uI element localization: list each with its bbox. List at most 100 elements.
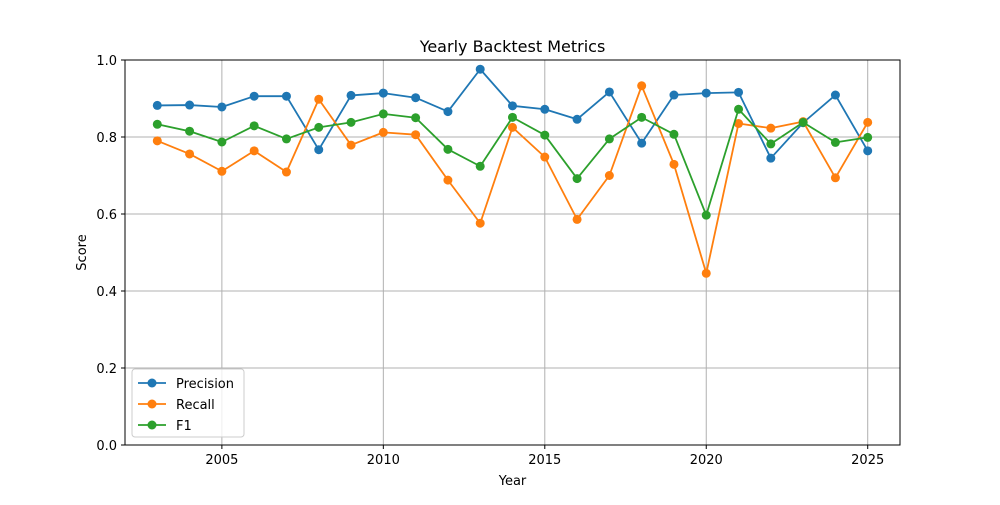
- legend-box: [131, 368, 245, 438]
- recall-point: [669, 159, 679, 169]
- f1-point: [637, 112, 647, 122]
- precision-point: [830, 90, 840, 100]
- precision-point: [508, 101, 517, 111]
- precision-point: [701, 88, 711, 98]
- f1-point: [346, 117, 356, 127]
- f1-point: [734, 104, 744, 114]
- f1-point: [863, 132, 873, 142]
- f1-point: [572, 174, 582, 184]
- series-f1: [152, 104, 873, 220]
- f1-point: [508, 112, 517, 122]
- recall-point: [475, 218, 485, 228]
- f1-point: [281, 134, 291, 144]
- x-tick-label: 2005: [205, 453, 238, 468]
- legend: Precision Recall F1: [131, 368, 245, 438]
- precision-point: [443, 107, 453, 117]
- precision-point: [637, 138, 647, 148]
- recall-point: [346, 140, 356, 150]
- f1-point: [766, 139, 776, 149]
- recall-point: [378, 127, 388, 137]
- legend-swatch-marker: [147, 420, 157, 430]
- legend-label: F1: [176, 419, 192, 434]
- precision-point: [604, 87, 614, 97]
- y-tick-label: 1.0: [96, 54, 117, 69]
- recall-point: [637, 81, 647, 91]
- precision-point: [152, 100, 162, 110]
- f1-point: [217, 137, 227, 147]
- recall-point: [508, 122, 517, 132]
- recall-point: [281, 167, 291, 177]
- precision-point: [734, 87, 744, 97]
- x-axis-label: Year: [498, 474, 527, 489]
- f1-point: [701, 210, 711, 220]
- precision-point: [863, 146, 873, 156]
- recall-point: [604, 171, 614, 180]
- legend-item-f1: F1: [138, 419, 192, 434]
- f1-point: [314, 122, 324, 132]
- f1-point: [185, 126, 195, 136]
- series-recall: [152, 81, 873, 278]
- y-tick-label: 0.4: [96, 285, 117, 300]
- precision-point: [314, 145, 324, 155]
- recall-point: [540, 152, 550, 162]
- f1-point: [152, 119, 162, 129]
- legend-item-precision: Precision: [138, 377, 234, 392]
- recall-point: [249, 146, 259, 156]
- precision-point: [475, 64, 485, 74]
- precision-point: [217, 102, 227, 112]
- precision-point: [185, 100, 195, 110]
- series-layer: [152, 64, 873, 278]
- f1-point: [411, 113, 421, 123]
- f1-point: [378, 109, 388, 119]
- recall-point: [572, 214, 582, 224]
- y-axis-label: Score: [75, 234, 90, 270]
- f1-point: [604, 134, 614, 144]
- recall-point: [766, 123, 776, 133]
- precision-point: [766, 153, 776, 163]
- legend-swatch-marker: [147, 378, 157, 388]
- precision-point: [249, 91, 259, 101]
- f1-point: [249, 121, 259, 131]
- recall-point: [443, 175, 453, 185]
- f1-point: [669, 129, 679, 139]
- f1-point: [475, 161, 485, 171]
- x-tick-label: 2015: [528, 453, 561, 468]
- recall-point: [863, 117, 873, 127]
- y-tick-label: 0.6: [96, 208, 117, 223]
- series-precision: [152, 64, 873, 163]
- recall-point: [830, 173, 840, 183]
- legend-item-recall: Recall: [138, 398, 215, 413]
- y-axis: 0.0 0.2 0.4 0.6 0.8 1.0: [96, 54, 125, 454]
- y-tick-label: 0.0: [96, 439, 117, 454]
- recall-point: [411, 130, 421, 140]
- f1-point: [830, 137, 840, 147]
- precision-point: [346, 90, 356, 100]
- x-axis: 2005 2010 2015 2020 2025: [205, 445, 884, 468]
- recall-point: [734, 119, 744, 129]
- f1-point: [540, 130, 550, 140]
- precision-point: [572, 114, 582, 124]
- y-tick-label: 0.8: [96, 131, 117, 146]
- chart-title: Yearly Backtest Metrics: [419, 37, 606, 56]
- precision-point: [540, 104, 550, 114]
- x-tick-label: 2020: [690, 453, 723, 468]
- precision-point: [378, 88, 388, 98]
- recall-point: [314, 94, 324, 104]
- recall-point: [152, 136, 162, 146]
- x-tick-label: 2025: [851, 453, 884, 468]
- recall-point: [701, 268, 711, 278]
- legend-label: Recall: [176, 398, 215, 413]
- f1-point: [443, 144, 453, 154]
- precision-point: [411, 93, 421, 103]
- precision-point: [281, 91, 291, 101]
- f1-point: [798, 117, 808, 127]
- x-tick-label: 2010: [367, 453, 400, 468]
- precision-point: [669, 90, 679, 100]
- y-tick-label: 0.2: [96, 362, 117, 377]
- recall-point: [217, 166, 227, 176]
- plot-frame: [124, 59, 901, 446]
- legend-swatch-marker: [147, 399, 157, 409]
- recall-point: [185, 149, 195, 159]
